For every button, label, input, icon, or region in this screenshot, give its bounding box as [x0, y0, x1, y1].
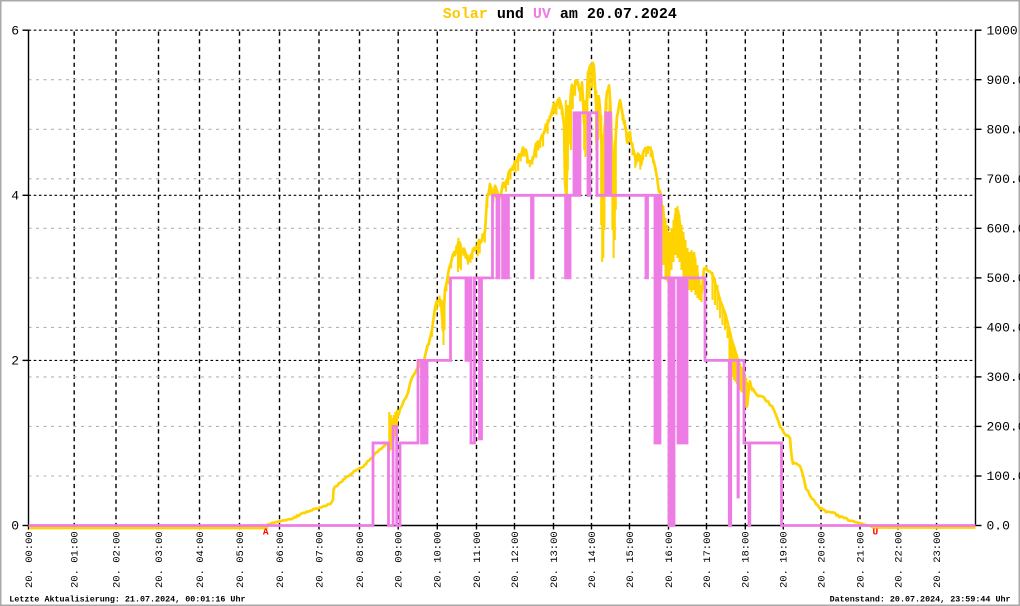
svg-text:900.0: 900.0: [987, 73, 1020, 88]
svg-text:20. 16:00: 20. 16:00: [664, 531, 676, 588]
svg-text:20. 01:00: 20. 01:00: [70, 531, 82, 588]
svg-text:20. 19:00: 20. 19:00: [779, 531, 791, 588]
svg-text:20. 13:00: 20. 13:00: [549, 531, 561, 588]
svg-text:Letzte Aktualisierung: 21.07.2: Letzte Aktualisierung: 21.07.2024, 00:01…: [9, 594, 245, 604]
svg-text:500.0: 500.0: [987, 271, 1020, 286]
svg-text:20. 21:00: 20. 21:00: [855, 531, 867, 588]
svg-text:20. 06:00: 20. 06:00: [275, 531, 287, 588]
svg-text:20. 23:00: 20. 23:00: [932, 531, 944, 588]
svg-text:20. 22:00: 20. 22:00: [893, 531, 905, 588]
svg-text:20. 17:00: 20. 17:00: [702, 531, 714, 588]
svg-text:20. 18:00: 20. 18:00: [741, 531, 753, 588]
svg-text:20. 20:00: 20. 20:00: [816, 531, 828, 588]
svg-text:200.0: 200.0: [987, 420, 1020, 435]
svg-text:6: 6: [11, 23, 19, 38]
svg-text:2: 2: [11, 354, 19, 369]
svg-text:1000.0: 1000.0: [987, 23, 1020, 38]
svg-text:20. 00:00: 20. 00:00: [24, 531, 36, 588]
svg-text:20. 07:00: 20. 07:00: [314, 531, 326, 588]
svg-text:4: 4: [11, 189, 19, 204]
svg-text:20. 11:00: 20. 11:00: [472, 531, 484, 588]
svg-text:400.0: 400.0: [987, 321, 1020, 336]
svg-text:800.0: 800.0: [987, 123, 1020, 138]
svg-text:U: U: [873, 527, 879, 538]
svg-text:700.0: 700.0: [987, 172, 1020, 187]
svg-text:100.0: 100.0: [987, 469, 1020, 484]
svg-text:20. 14:00: 20. 14:00: [587, 531, 599, 588]
svg-text:20. 03:00: 20. 03:00: [154, 531, 166, 588]
svg-text:600.0: 600.0: [987, 222, 1020, 237]
svg-text:20. 04:00: 20. 04:00: [195, 531, 207, 588]
svg-text:Datenstand: 20.07.2024, 23:59:: Datenstand: 20.07.2024, 23:59:44 Uhr: [830, 594, 1011, 604]
svg-text:20. 12:00: 20. 12:00: [510, 531, 522, 588]
svg-text:20. 08:00: 20. 08:00: [355, 531, 367, 588]
svg-text:20. 09:00: 20. 09:00: [394, 531, 406, 588]
svg-text:20. 10:00: 20. 10:00: [433, 531, 445, 588]
svg-text:20. 15:00: 20. 15:00: [625, 531, 637, 588]
svg-text:0: 0: [11, 519, 19, 534]
svg-text:20. 05:00: 20. 05:00: [235, 531, 247, 588]
svg-text:300.0: 300.0: [987, 370, 1020, 385]
svg-text:0.0: 0.0: [987, 519, 1010, 534]
svg-text:Solar und UV am 20.07.2024: Solar und UV am 20.07.2024: [443, 6, 677, 23]
svg-text:A: A: [263, 527, 269, 538]
svg-text:20. 02:00: 20. 02:00: [111, 531, 123, 588]
